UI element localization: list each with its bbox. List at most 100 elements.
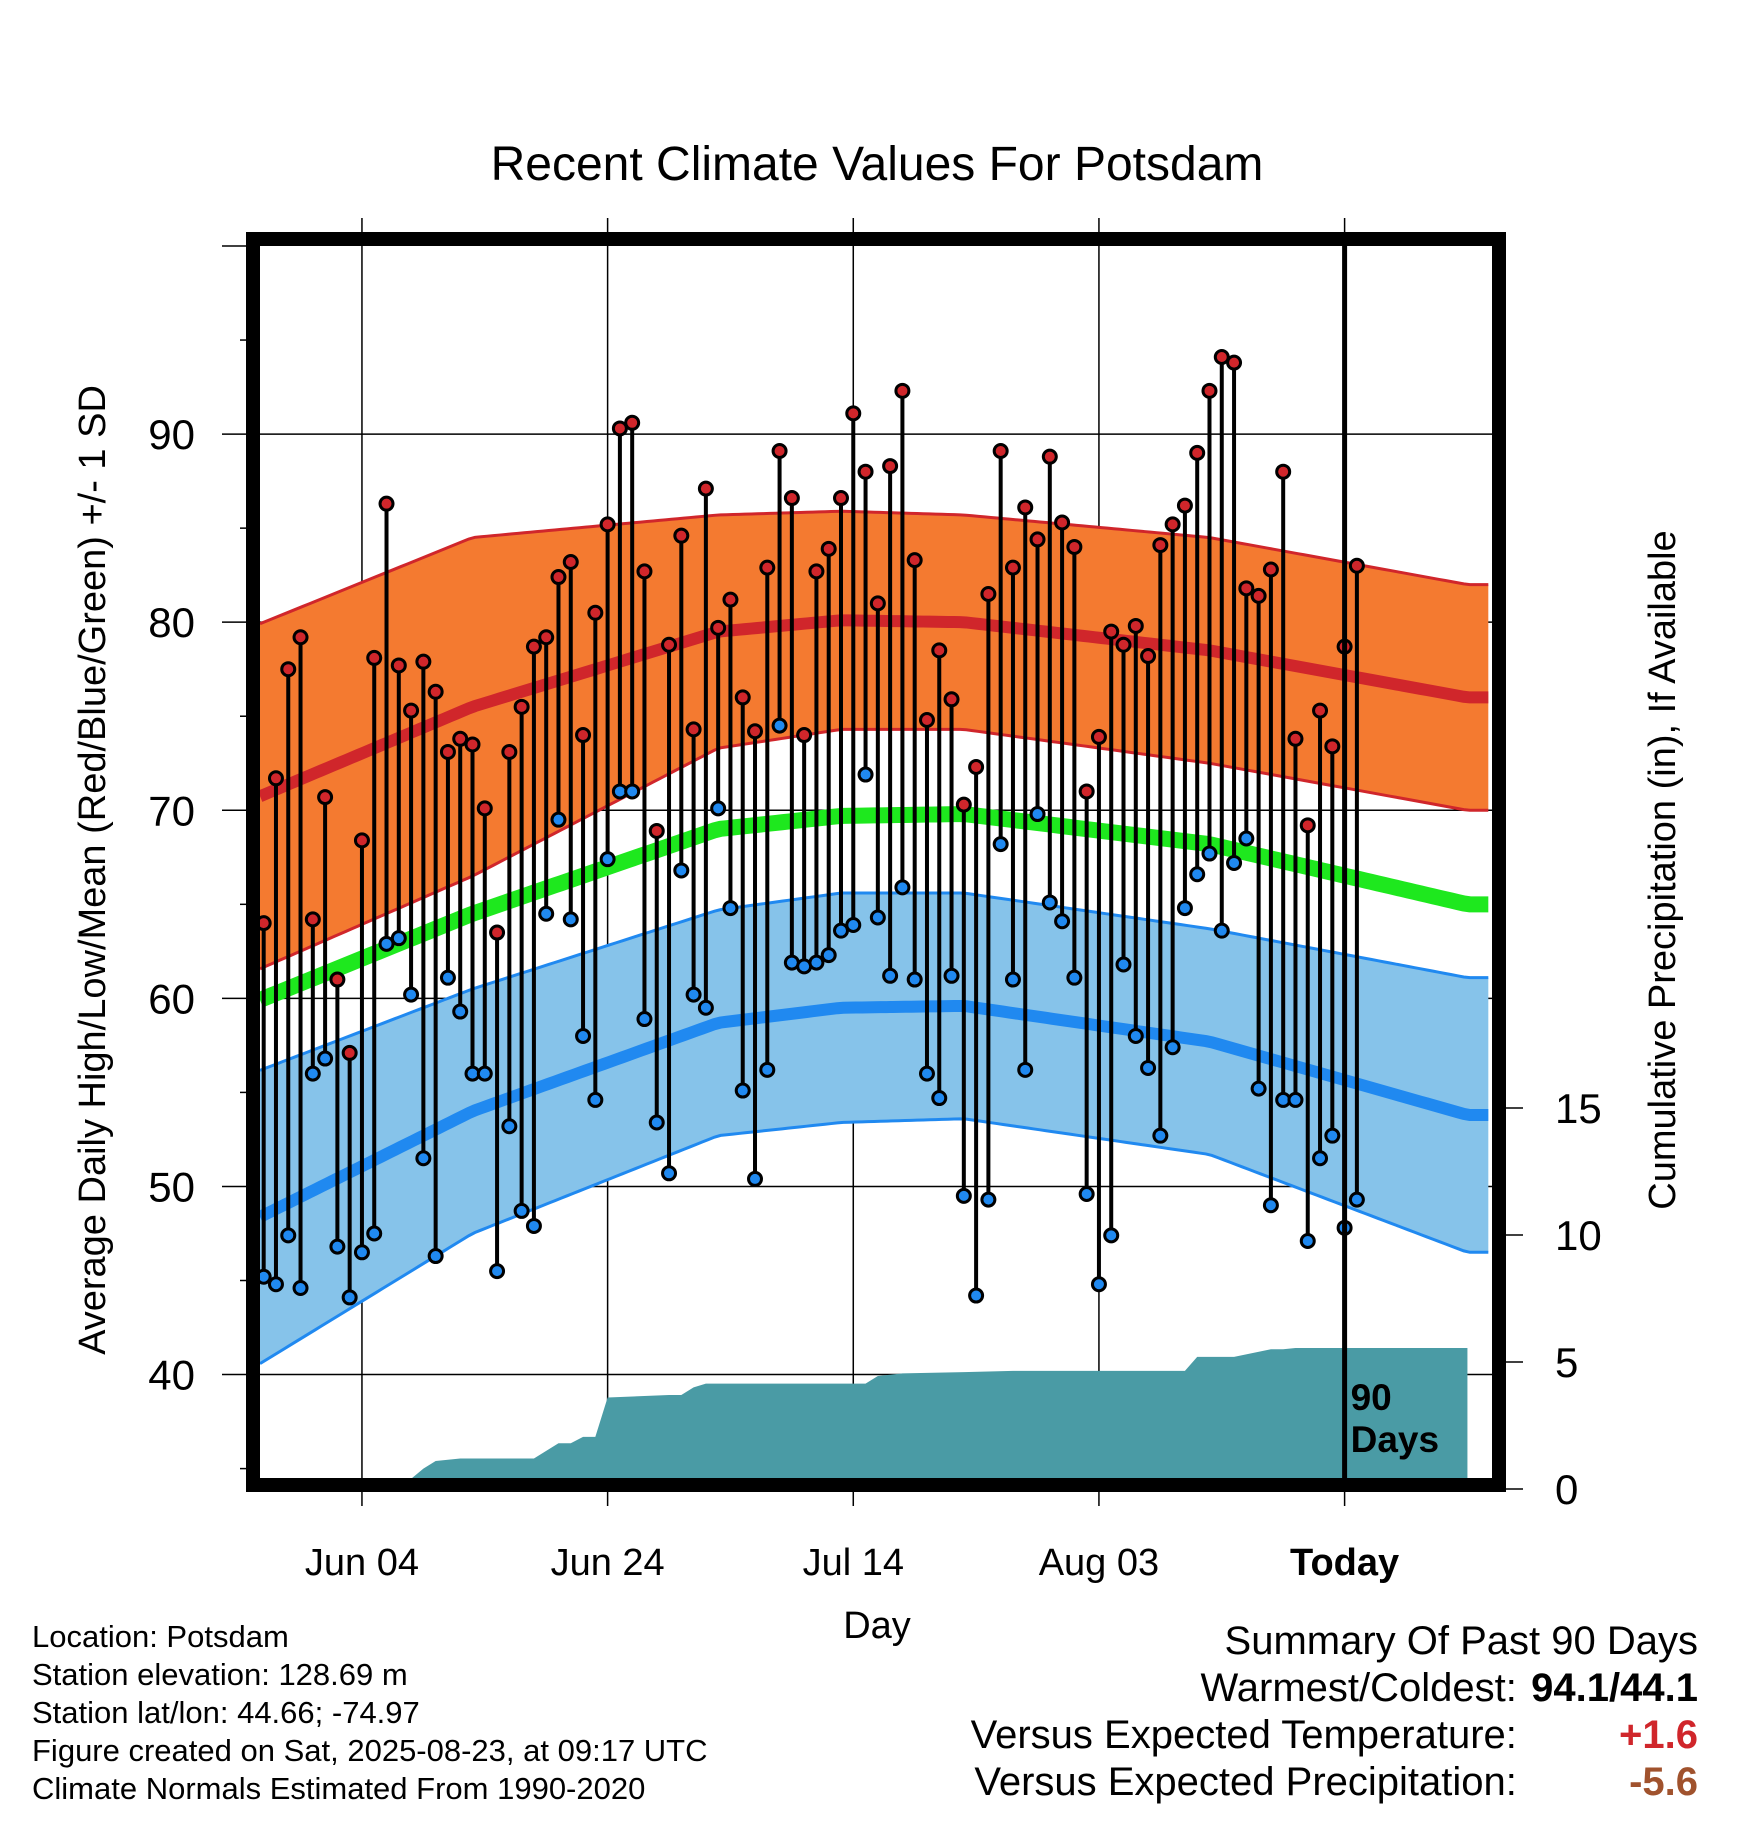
daily-high-point	[968, 759, 985, 776]
daily-high-point	[1238, 580, 1255, 597]
daily-high-point	[1201, 382, 1218, 399]
daily-low-point	[260, 1268, 272, 1285]
daily-high-point	[648, 822, 665, 839]
daily-low-point	[1213, 922, 1230, 939]
temp-label: Versus Expected Temperature:	[970, 1713, 1517, 1757]
daily-high-point	[906, 552, 923, 569]
daily-high-point	[489, 924, 506, 941]
daily-high-point	[980, 585, 997, 602]
daily-low-point	[624, 783, 641, 800]
daily-high-point	[1287, 730, 1304, 747]
daily-low-point	[599, 851, 616, 868]
y2-tick-label: 0	[1555, 1466, 1578, 1513]
daily-low-point	[329, 1238, 346, 1255]
daily-high-point	[378, 495, 395, 512]
low-normal-band	[260, 893, 1489, 1364]
warm-cold-value: 94.1/44.1	[1531, 1666, 1698, 1710]
daily-high-point	[820, 540, 837, 557]
daily-high-point	[857, 463, 874, 480]
daily-low-point	[747, 1170, 764, 1187]
daily-low-point	[267, 1276, 284, 1293]
daily-high-point	[1262, 561, 1279, 578]
daily-high-point	[452, 730, 469, 747]
y2-tick-label: 15	[1555, 1085, 1602, 1132]
precip-label: Versus Expected Precipitation:	[974, 1760, 1517, 1804]
daily-low-point	[1017, 1061, 1034, 1078]
daily-low-point	[1299, 1233, 1316, 1250]
daily-high-point	[796, 727, 813, 744]
daily-low-point	[882, 967, 899, 984]
daily-low-point	[317, 1050, 334, 1067]
daily-low-point	[525, 1217, 542, 1234]
station-info: Location: Potsdam Station elevation: 128…	[32, 1618, 708, 1808]
daily-high-point	[734, 689, 751, 706]
daily-high-point	[673, 527, 690, 544]
daily-low-point	[353, 1244, 370, 1261]
daily-low-point	[697, 999, 714, 1016]
daily-low-point	[1189, 866, 1206, 883]
daily-high-point	[329, 971, 346, 988]
daily-high-point	[710, 619, 727, 636]
daily-low-point	[1164, 1039, 1181, 1056]
daily-low-point	[550, 811, 567, 828]
daily-high-point	[538, 629, 555, 646]
daily-low-point	[341, 1289, 358, 1306]
daily-low-point	[955, 1187, 972, 1204]
precip-value: -5.6	[1629, 1760, 1698, 1804]
y-tick-label: 40	[148, 1352, 195, 1399]
daily-low-point	[1348, 1191, 1365, 1208]
x-axis-label: Day	[843, 1605, 911, 1647]
daily-high-point	[894, 382, 911, 399]
y-tick-label: 60	[148, 975, 195, 1022]
x-tick-label: Jun 04	[305, 1542, 419, 1584]
daily-high-point	[353, 832, 370, 849]
daily-high-point	[1226, 354, 1243, 371]
daily-low-point	[1312, 1150, 1329, 1167]
low-normal-band-lower-edge	[260, 1117, 1489, 1365]
daily-low-point	[562, 911, 579, 928]
daily-high-point	[525, 638, 542, 655]
daily-high-point	[992, 443, 1009, 460]
daily-low-point	[1140, 1059, 1157, 1076]
daily-high-point	[1078, 783, 1095, 800]
daily-low-point	[280, 1227, 297, 1244]
daily-low-point	[1287, 1091, 1304, 1108]
daily-low-point	[808, 954, 825, 971]
daily-high-point	[280, 661, 297, 678]
daily-high-point	[1090, 728, 1107, 745]
daily-high-point	[1029, 531, 1046, 548]
daily-low-point	[575, 1027, 592, 1044]
daily-high-point	[464, 736, 481, 753]
daily-high-point	[267, 770, 284, 787]
daily-high-point	[771, 443, 788, 460]
daily-high-point	[562, 553, 579, 570]
y-tick-label: 50	[148, 1163, 195, 1210]
daily-high-point	[955, 796, 972, 813]
y-axis-label: Average Daily High/Low/Mean (Red/Blue/Gr…	[72, 385, 114, 1355]
daily-high-point	[918, 711, 935, 728]
precip-area	[260, 1348, 1468, 1478]
daily-high-point	[415, 653, 432, 670]
daily-low-point	[869, 909, 886, 926]
daily-high-point	[661, 636, 678, 653]
daily-low-point	[931, 1090, 948, 1107]
daily-low-point	[1250, 1080, 1267, 1097]
daily-low-point	[403, 986, 420, 1003]
daily-high-point	[747, 723, 764, 740]
daily-low-point	[1115, 956, 1132, 973]
daily-low-point	[1090, 1276, 1107, 1293]
y2-axis-label: Cumulative Precipitation (in), If Availa…	[1642, 530, 1684, 1209]
daily-low-point	[1029, 806, 1046, 823]
daily-high-point	[832, 490, 849, 507]
daily-low-point	[1054, 913, 1071, 930]
daily-high-point	[1152, 537, 1169, 554]
daily-high-point	[317, 789, 334, 806]
daily-high-point	[624, 414, 641, 431]
daily-low-point	[390, 930, 407, 947]
daily-low-point	[820, 947, 837, 964]
y2-tick-label: 10	[1555, 1212, 1602, 1259]
daily-high-point	[366, 649, 383, 666]
daily-high-point	[513, 698, 530, 715]
daily-high-point	[390, 657, 407, 674]
